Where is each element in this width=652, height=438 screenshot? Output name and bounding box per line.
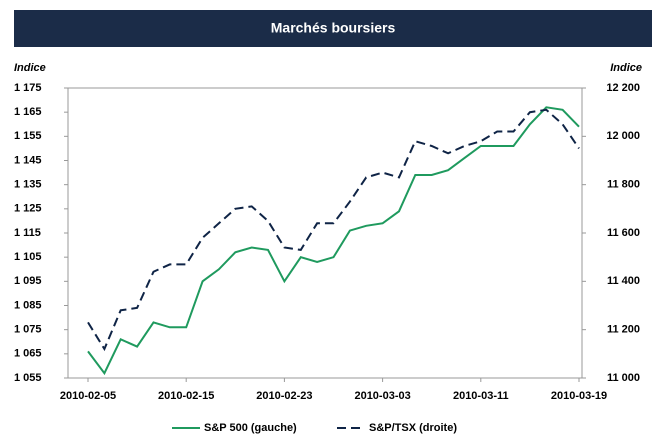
y-tick-label: 1 165 <box>14 106 42 118</box>
y2-tick-label: 11 600 <box>607 227 640 239</box>
y-tick-label: 1 175 <box>14 82 42 94</box>
x-tick-label: 2010-02-23 <box>256 390 312 402</box>
y2-axis-title: Indice <box>610 62 642 74</box>
title-bar <box>14 10 652 47</box>
y-tick-label: 1 105 <box>14 251 42 263</box>
y2-tick-label: 12 200 <box>606 82 640 94</box>
y-tick-label: 1 085 <box>14 299 42 311</box>
y-tick-label: 1 115 <box>14 227 41 239</box>
y-axis-title: Indice <box>14 62 46 74</box>
y-tick-label: 1 135 <box>14 179 42 191</box>
y2-tick-label: 12 000 <box>606 130 640 142</box>
x-tick-label: 2010-03-19 <box>551 390 607 402</box>
x-tick-label: 2010-02-15 <box>158 390 214 402</box>
y-tick-label: 1 065 <box>14 348 42 360</box>
series-line <box>87 108 580 352</box>
y2-tick-label: 11 800 <box>607 179 640 191</box>
y2-tick-label: 11 200 <box>607 324 640 336</box>
y2-tick-label: 11 000 <box>607 372 640 384</box>
y2-tick-label: 11 400 <box>607 275 640 287</box>
y-tick-label: 1 075 <box>14 324 42 336</box>
legend-label: S&P 500 (gauche) <box>204 422 297 434</box>
series-line <box>87 106 580 376</box>
y-tick-label: 1 155 <box>14 130 42 142</box>
y-tick-label: 1 125 <box>14 203 42 215</box>
legend-label: S&P/TSX (droite) <box>369 422 457 434</box>
y-tick-label: 1 095 <box>14 275 42 287</box>
y-tick-label: 1 055 <box>14 372 42 384</box>
y-tick-label: 1 145 <box>14 154 42 166</box>
x-tick-label: 2010-03-11 <box>453 390 509 402</box>
chart-title: Marchés boursiers <box>271 20 396 36</box>
x-tick-label: 2010-03-03 <box>354 390 410 402</box>
x-tick-label: 2010-02-05 <box>60 390 116 402</box>
